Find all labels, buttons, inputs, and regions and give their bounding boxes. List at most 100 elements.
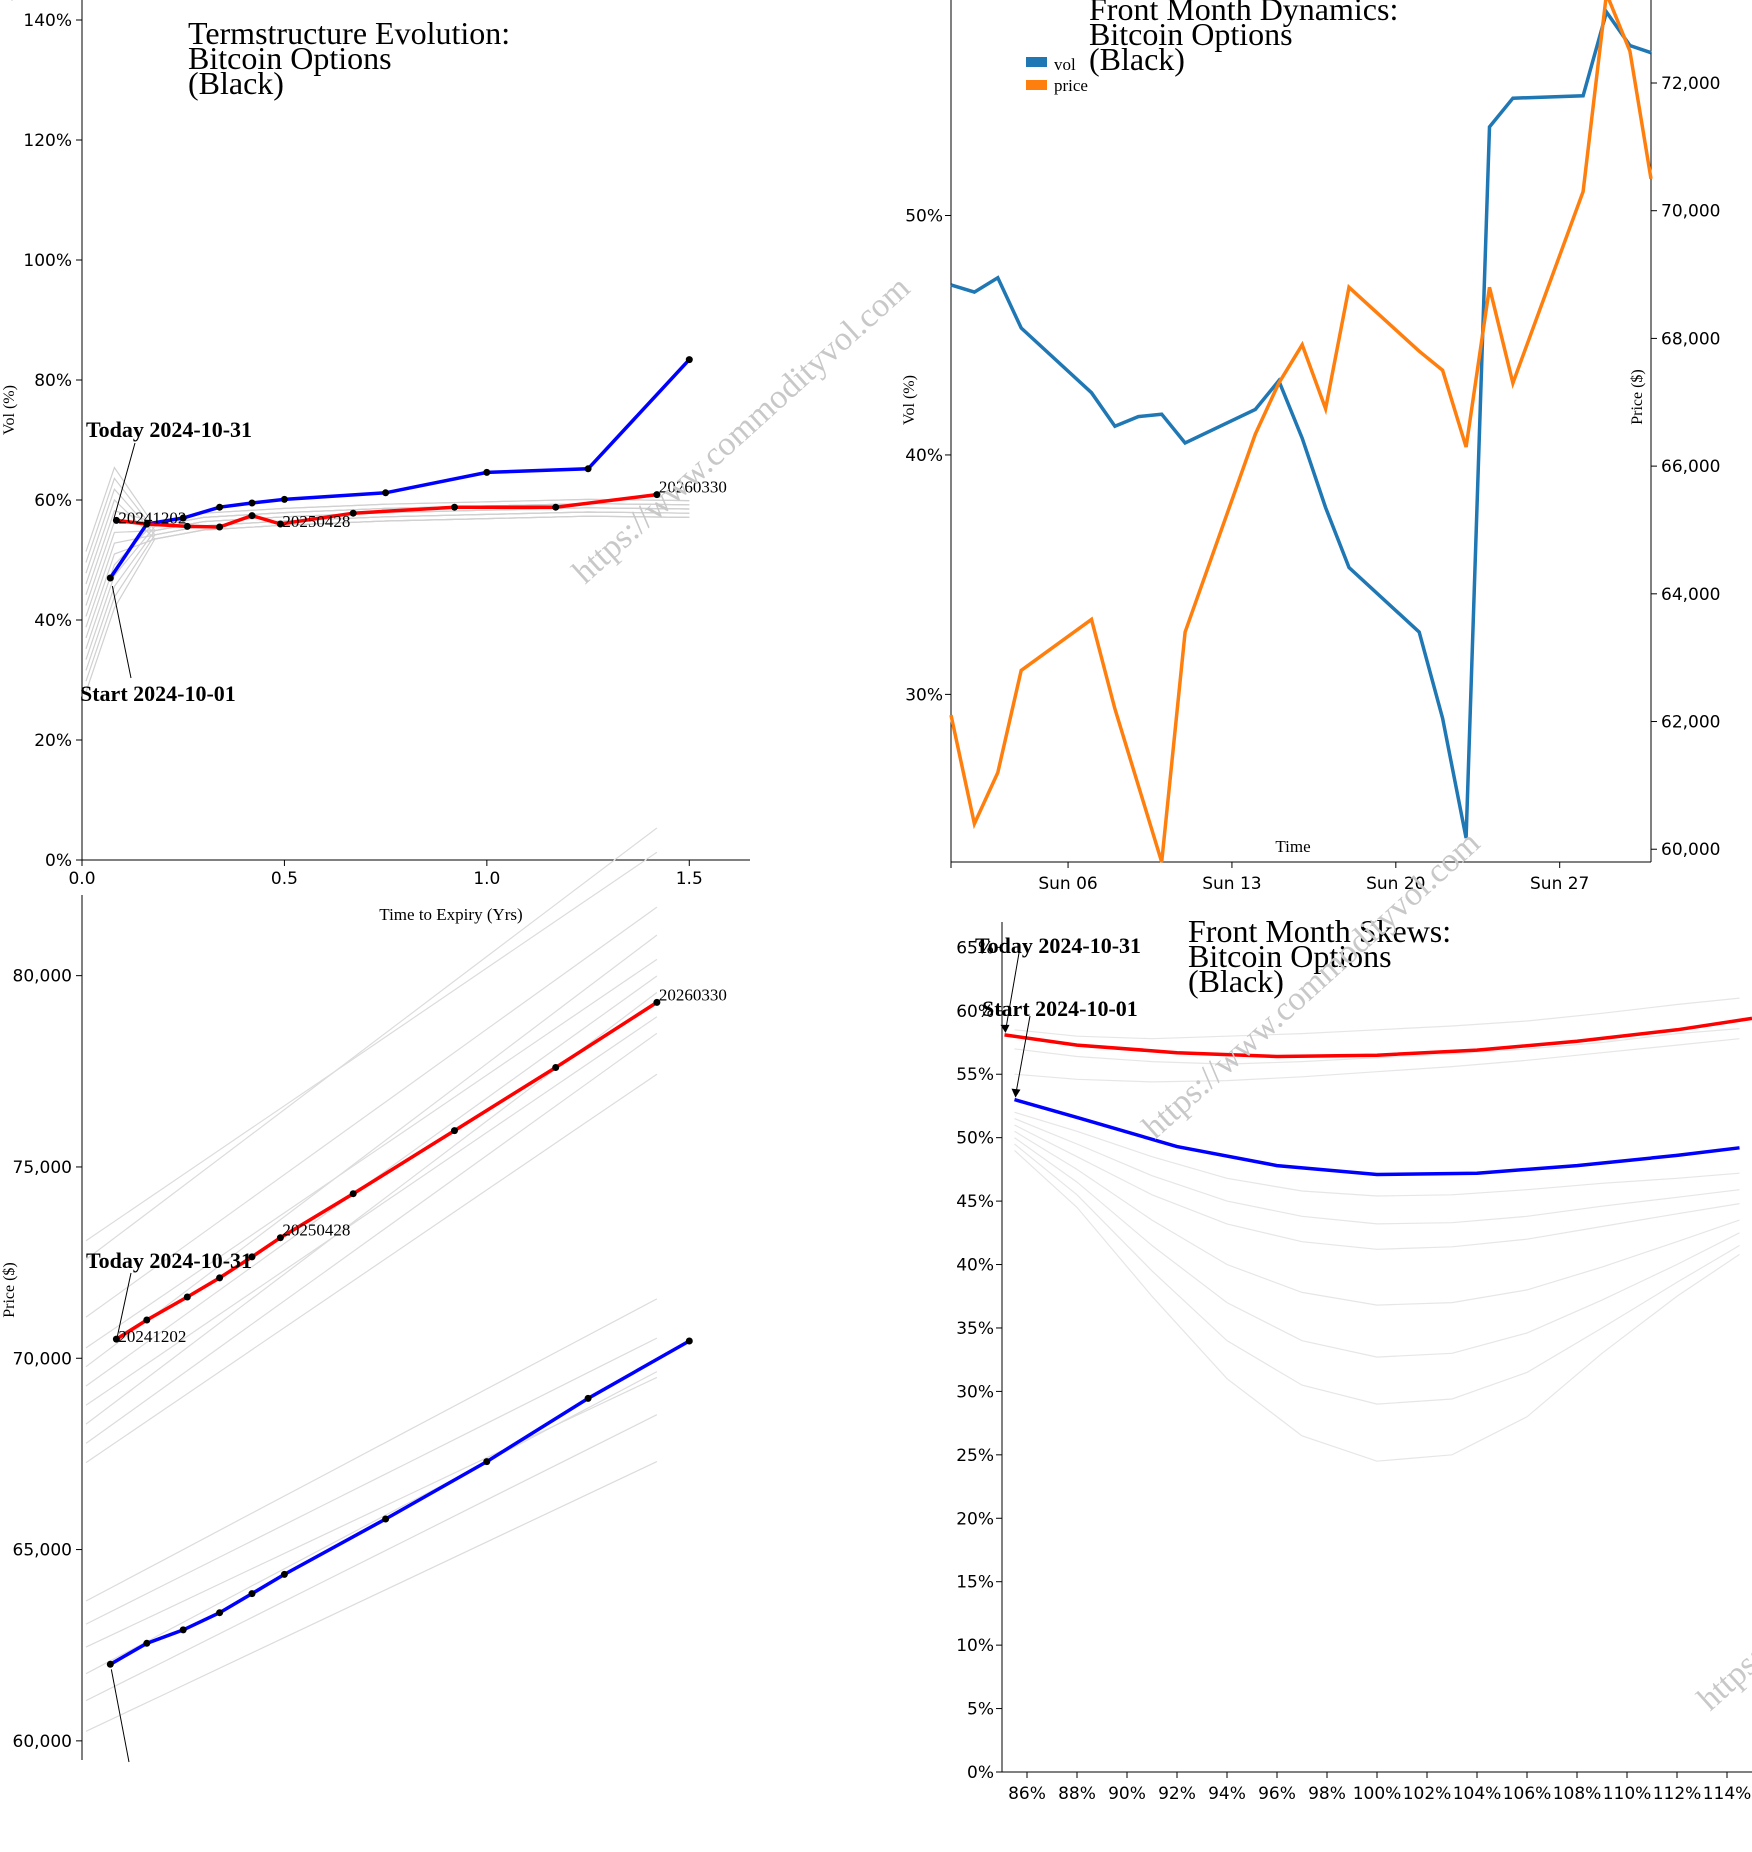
blue-series-point (483, 468, 491, 476)
watermark-text: https://www.commodityvol.com (1691, 1396, 1752, 1718)
y-tick-label: 30% (905, 685, 943, 705)
y-tick-label: 60% (34, 491, 72, 511)
historical-curve (85, 851, 658, 1242)
y-tick-label: 50% (956, 1129, 994, 1149)
x-tick-label: 110% (1603, 1784, 1652, 1804)
y-tick-label: 40% (956, 1256, 994, 1276)
y-tick-label: 75,000 (13, 1158, 72, 1178)
blue-series-point (248, 1590, 256, 1598)
y-axis-label: Price ($) (1, 1262, 18, 1318)
red-series-point (653, 491, 661, 499)
legend-label-vol: vol (1054, 55, 1076, 74)
blue-series-line (109, 1339, 691, 1666)
historical-curve (85, 1016, 658, 1406)
today-annotation: Today 2024-10-31 (86, 1248, 252, 1273)
x-tick-label: Sun 27 (1530, 874, 1589, 894)
start-annotation: Start 2024-10-01 (80, 681, 236, 706)
historical-curve (85, 1298, 658, 1602)
chart-title: Termstructure Evolution: (188, 15, 510, 51)
blue-skew-line (1014, 1097, 1740, 1177)
blue-series-point (179, 1626, 187, 1634)
chart-title: Bitcoin Options (1188, 938, 1392, 974)
expiry-label: 20241202 (118, 1327, 186, 1346)
start-pointer (1015, 1015, 1031, 1096)
historical-curve (85, 498, 690, 595)
red-series-point (248, 512, 256, 520)
y-tick-label: 20% (956, 1509, 994, 1529)
historical-curve (85, 958, 658, 1349)
start-pointer (111, 585, 132, 679)
x-tick-label: 88% (1058, 1784, 1096, 1804)
historical-curve (85, 1032, 658, 1444)
x-tick-label: 114% (1703, 1784, 1752, 1804)
chart-title: (Black) (1188, 963, 1284, 999)
expiry-label: 20260330 (659, 985, 727, 1004)
historical-skew-curve (1014, 997, 1740, 1040)
blue-series-point (584, 1394, 592, 1402)
blue-series-point (483, 1458, 491, 1466)
historical-skew-curve (1014, 1130, 1740, 1306)
y-tick-label: 20% (34, 731, 72, 751)
historical-skew-curve (1014, 1118, 1740, 1225)
legend-label-price: price (1054, 76, 1088, 95)
today-pointer (116, 1272, 132, 1337)
red-series-line (116, 492, 658, 529)
expiry-label: 20250428 (282, 1221, 350, 1240)
chart-title: Bitcoin Options (188, 40, 392, 76)
blue-series-point (216, 503, 224, 511)
x-axis-label: Time to Expiry (Yrs) (379, 905, 522, 924)
red-series-point (451, 1127, 458, 1135)
y-tick-label: 70,000 (13, 1349, 72, 1369)
right-y-tick-label: 60,000 (1661, 840, 1720, 860)
expiry-label: 20241202 (118, 508, 186, 527)
x-tick-label: 0.0 (68, 869, 95, 889)
y-axis-label: Vol (%) (901, 375, 918, 425)
blue-series-point (179, 514, 187, 522)
x-tick-label: 98% (1308, 1784, 1346, 1804)
y-tick-label: 35% (956, 1319, 994, 1339)
y-tick-label: 15% (956, 1573, 994, 1593)
x-tick-label: 0.5 (271, 869, 298, 889)
historical-curve (85, 1414, 658, 1702)
expiry-label: 20260330 (659, 478, 727, 497)
blue-series-point (143, 1639, 151, 1647)
blue-series-point (248, 499, 256, 507)
price-series-line (949, 0, 1653, 863)
historical-curve (85, 507, 690, 671)
red-series-point (276, 520, 284, 528)
x-tick-label: 94% (1208, 1784, 1246, 1804)
x-tick-label: 90% (1108, 1784, 1146, 1804)
y-tick-label: 25% (956, 1446, 994, 1466)
watermark-layer: https://www.commodityvol.com https://www.… (0, 0, 1752, 1718)
red-series-point (183, 1293, 191, 1301)
historical-curve (85, 906, 658, 1318)
y-tick-label: 80,000 (13, 967, 72, 987)
y-tick-label: 40% (34, 611, 72, 631)
historical-curve (85, 827, 658, 1260)
red-series-point (112, 1335, 120, 1343)
start-annotation: Start 2024-10-01 (982, 996, 1138, 1021)
blue-series-point (280, 495, 288, 503)
historical-curve (85, 1376, 658, 1648)
right-y-axis-label: Price ($) (1629, 369, 1646, 425)
historical-skew-curve (1014, 1028, 1740, 1065)
red-series-point (183, 522, 191, 530)
red-series-point (112, 516, 120, 524)
blue-series-point (685, 356, 693, 364)
historical-skew-curve (1014, 1137, 1740, 1358)
front-month-dynamics-panel: 30% 40% 50% 60,000 62,000 64,000 66,000 68,000 7… (901, 0, 1720, 894)
y-tick-label: 0% (967, 1763, 994, 1783)
x-tick-label: 100% (1353, 1784, 1402, 1804)
historical-skew-curve (1014, 1111, 1740, 1197)
x-tick-label: 108% (1553, 1784, 1602, 1804)
historical-skew-curve (1014, 1038, 1740, 1083)
expiry-label: 20250428 (282, 512, 350, 531)
y-tick-label: 0% (45, 851, 72, 871)
y-tick-label: 40% (905, 446, 943, 466)
front-month-skews-panel: 0% 5% 10% 15% 20% 25% 30% 35% 40% 45% 50% 55% 60% 65%… (956, 913, 1752, 1804)
y-tick-label: 60,000 (13, 1732, 72, 1752)
historical-curves (85, 827, 658, 1732)
x-tick-label: 92% (1158, 1784, 1196, 1804)
red-series-point (216, 523, 224, 531)
red-series-line (115, 1000, 658, 1341)
